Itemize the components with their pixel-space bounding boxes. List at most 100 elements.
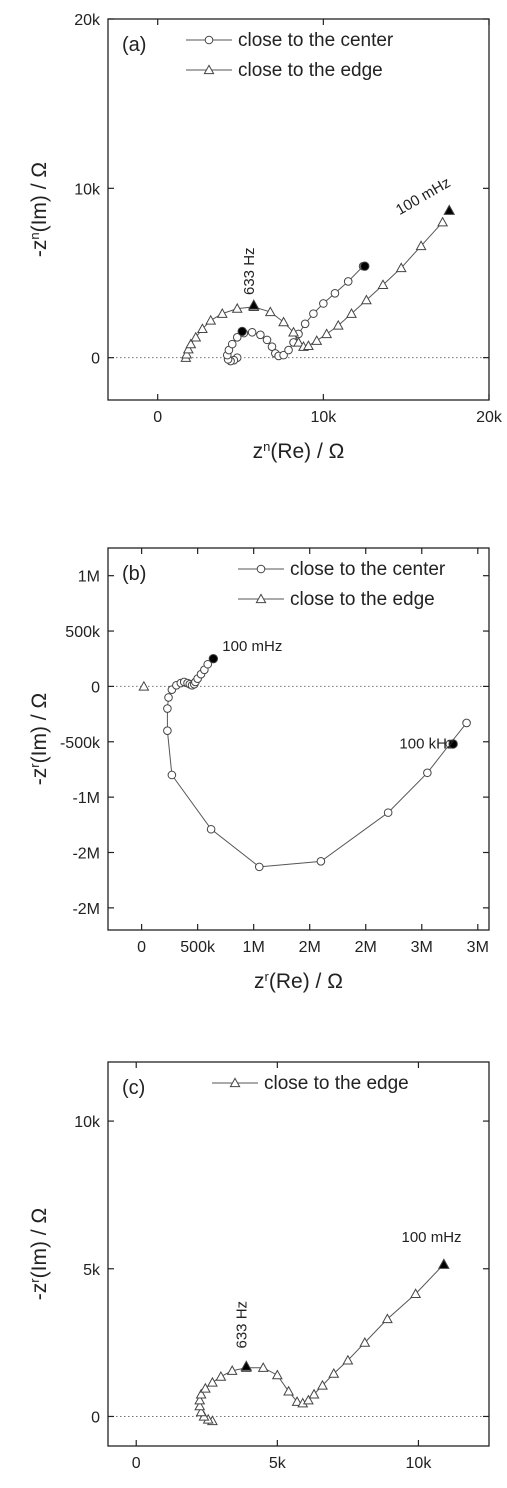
chart-panel-b: 0 500k 1M 2M 2M 3M 3M 1M 500k 0 -500k -1M -2M -2M zr(R… (27, 547, 490, 993)
panel-label: (a) (122, 34, 146, 56)
highlight-point (360, 261, 370, 271)
data-point (194, 1394, 206, 1405)
data-point (383, 808, 393, 817)
data-point (308, 1388, 320, 1399)
data-point (264, 306, 276, 317)
x-tick-label: 0 (153, 409, 162, 426)
legend-label: close to the center (290, 559, 446, 580)
data-point (311, 335, 323, 345)
data-point (196, 323, 208, 334)
y-tick-label: 0 (91, 351, 100, 368)
data-point (226, 1365, 238, 1375)
x-tick-label: 1M (243, 939, 265, 956)
data-point (262, 335, 272, 345)
x-tick-label: 20k (476, 409, 503, 426)
y-tick-label: 1M (78, 569, 100, 586)
data-point (267, 342, 277, 351)
data-point (206, 824, 216, 834)
data-point (309, 309, 318, 318)
data-point (181, 348, 193, 359)
x-tick-label: 3M (467, 939, 489, 956)
y-axis-title: -zr(Im) / Ω (27, 1208, 52, 1300)
data-point (288, 326, 299, 337)
y-tick-label: 10k (74, 1114, 101, 1131)
data-point (163, 704, 172, 713)
data-point (247, 327, 257, 337)
data-point (216, 308, 228, 318)
data-point (206, 1376, 218, 1387)
y-tick-label: -2M (72, 901, 100, 918)
y-axis-title: -zn(Im) / Ω (27, 162, 52, 257)
data-point (271, 1369, 283, 1380)
data-point (332, 319, 344, 330)
data-point (346, 308, 357, 318)
annotation-label: 633 Hz (233, 1301, 250, 1349)
annotation-label: 633 Hz (241, 247, 258, 295)
y-tick-label: -1M (72, 790, 100, 807)
data-point (283, 1385, 295, 1396)
legend: close to the edge (212, 1073, 409, 1094)
data-point (291, 1396, 303, 1406)
x-tick-label: 3M (411, 939, 433, 956)
x-tick-label: 500k (180, 939, 216, 956)
x-tick-label: 2M (355, 939, 377, 956)
data-point (256, 330, 265, 340)
annotation-label: 100 mHz (393, 174, 453, 219)
legend-label: close to the edge (264, 1073, 409, 1094)
data-point (278, 316, 290, 327)
legend-marker (229, 1077, 241, 1088)
data-point (343, 277, 353, 286)
legend-label: close to the edge (290, 589, 435, 610)
y-tick-label: -500k (60, 735, 101, 752)
y-tick-label: 5k (83, 1262, 101, 1279)
data-point (317, 1379, 328, 1390)
x-tick-label: 10k (406, 1455, 433, 1472)
data-point (284, 345, 293, 355)
annotation-label: 100 kHz (399, 735, 454, 752)
data-point (462, 718, 471, 728)
data-point (190, 331, 202, 342)
data-point (319, 299, 328, 308)
y-tick-label: 500k (65, 624, 101, 641)
series-line (185, 221, 443, 358)
data-point (194, 1400, 206, 1411)
highlight-point (437, 1258, 450, 1269)
legend-marker (255, 593, 267, 604)
x-axis-title: zr(Re)/ Ω (257, 1485, 340, 1488)
annotation-label: 100 mHz (402, 1229, 462, 1246)
series-triangle (180, 216, 449, 362)
data-point (232, 333, 242, 342)
data-point (163, 726, 172, 735)
data-point (342, 1354, 354, 1365)
panel-label: (b) (122, 563, 146, 585)
data-point (254, 862, 264, 872)
data-point (199, 1382, 211, 1393)
x-tick-label: 5k (269, 1455, 287, 1472)
data-point (330, 289, 340, 298)
highlight-point (448, 739, 458, 749)
x-tick-label: 0 (132, 1455, 141, 1472)
data-point (437, 216, 449, 227)
y-tick-label: 0 (91, 679, 100, 696)
data-point (257, 1362, 269, 1372)
data-point (302, 1394, 314, 1405)
y-tick-label: 0 (91, 1409, 100, 1426)
data-point (138, 680, 150, 691)
series-triangle (138, 680, 150, 691)
data-point (195, 1406, 207, 1417)
data-point (395, 262, 407, 273)
data-point (279, 350, 288, 360)
highlight-point (247, 299, 260, 310)
data-point (293, 336, 304, 347)
legend: close to the center close to the edge (186, 30, 394, 81)
y-axis-title: -zr(Im) / Ω (27, 693, 52, 785)
highlight-point (443, 204, 456, 215)
x-axis-title: zn(Re) / Ω (253, 439, 345, 464)
highlight-point (240, 1360, 253, 1371)
data-point (359, 1336, 371, 1347)
data-point (321, 328, 333, 339)
series-circle (163, 654, 471, 872)
data-point (302, 340, 314, 350)
data-point (328, 1368, 340, 1378)
